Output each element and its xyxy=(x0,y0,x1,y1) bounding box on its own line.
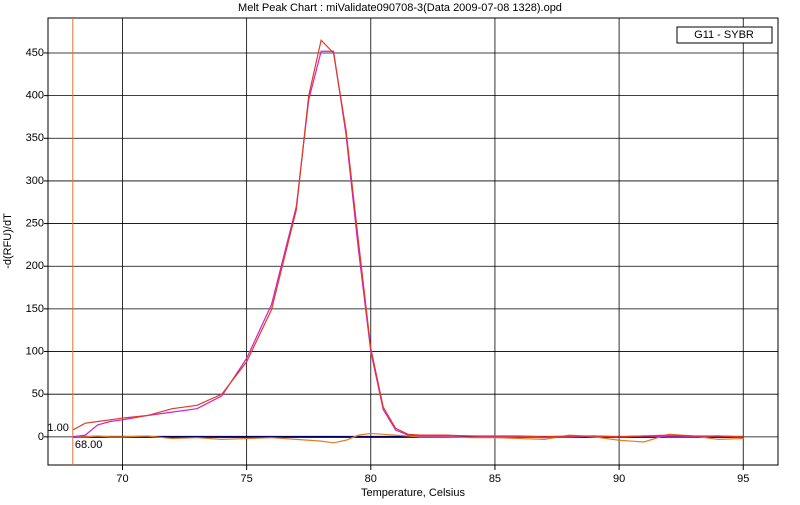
y-tick-label: 150 xyxy=(26,303,44,315)
x-axis-label: Temperature, Celsius xyxy=(361,487,465,499)
y-tick-label: 200 xyxy=(26,260,44,272)
y-tick-label: 450 xyxy=(26,47,44,59)
legend-label: G11 - SYBR xyxy=(694,29,754,41)
series-line xyxy=(72,38,744,438)
y-tick-label: 0 xyxy=(38,431,44,443)
chart-title: Melt Peak Chart : miValidate090708-3(Dat… xyxy=(238,2,562,14)
marker-x-label: 68.00 xyxy=(75,439,103,451)
y-tick-label: 400 xyxy=(26,90,44,102)
y-tick-label: 350 xyxy=(26,132,44,144)
x-tick-label: 85 xyxy=(489,473,501,485)
x-tick-label: 75 xyxy=(241,473,253,485)
y-axis-label: -d(RFU)/dT xyxy=(2,213,14,269)
series-line xyxy=(72,432,744,444)
legend xyxy=(676,26,773,44)
y-tick-label: 250 xyxy=(26,217,44,229)
x-tick-label: 80 xyxy=(365,473,377,485)
x-tick-label: 90 xyxy=(613,473,625,485)
y-tick-label: 100 xyxy=(26,345,44,357)
marker-y-label: 1.00 xyxy=(47,422,68,434)
y-tick-label: 50 xyxy=(32,388,44,400)
x-tick-label: 70 xyxy=(116,473,128,485)
x-tick-label: 95 xyxy=(737,473,749,485)
plot-area xyxy=(47,17,779,466)
y-tick-label: 300 xyxy=(26,175,44,187)
